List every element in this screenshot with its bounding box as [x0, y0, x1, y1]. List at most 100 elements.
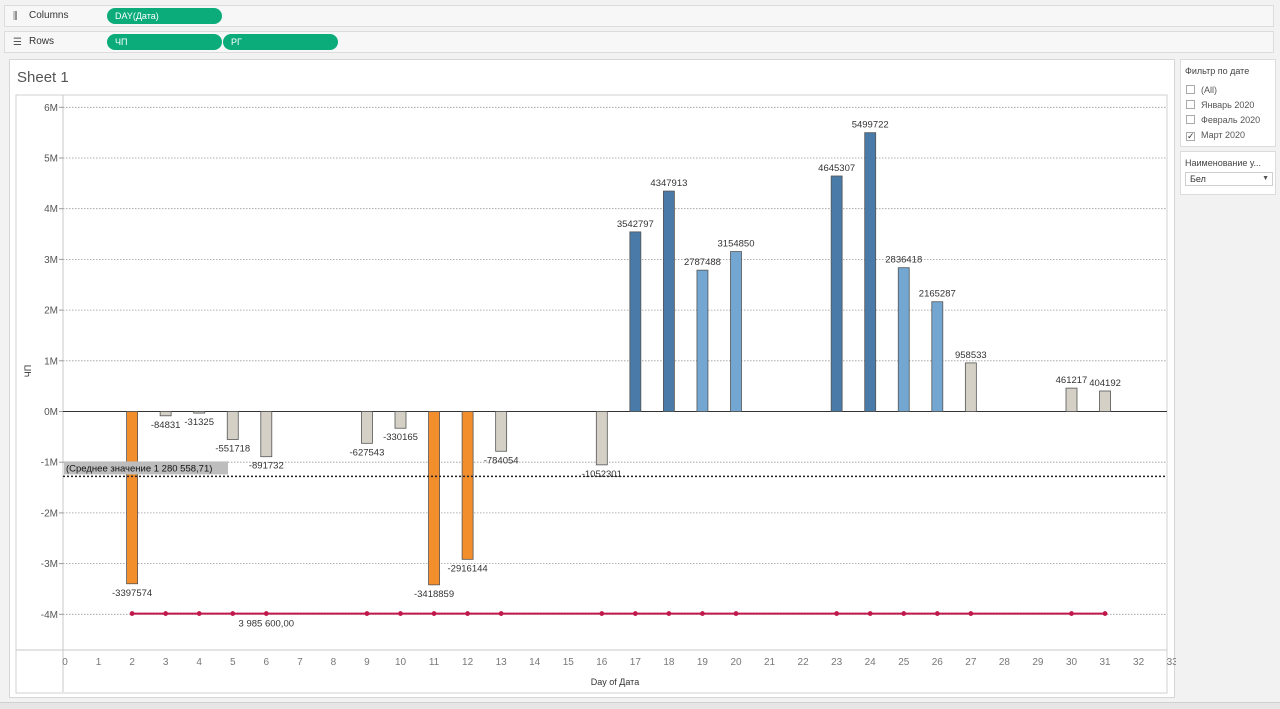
rg-point [632, 611, 638, 616]
bar [1099, 390, 1111, 412]
name-filter-value: Бел [1190, 174, 1206, 184]
x-tick-label: 9 [364, 657, 370, 668]
bar [864, 132, 877, 412]
x-tick-label: 11 [429, 657, 440, 668]
y-tick-label: -2M [41, 508, 58, 519]
rg-point [1102, 611, 1108, 616]
x-tick-label: 20 [730, 657, 742, 668]
name-filter-dropdown[interactable]: Бел ▼ [1185, 172, 1273, 186]
bar-label: 5499722 [852, 120, 889, 131]
filter-item-feb[interactable]: Февраль 2020 [1186, 115, 1260, 127]
bar [663, 190, 675, 412]
date-filter-title: Фильтр по дате [1185, 66, 1250, 76]
date-filter-card: Фильтр по дате (All) Январь 2020 Февраль… [1180, 59, 1276, 147]
rows-shelf: ☰ Rows ЧП РГ [4, 31, 1274, 53]
x-tick-label: 16 [596, 657, 608, 668]
bar-label: 2787488 [684, 257, 721, 268]
checkbox-icon[interactable] [1186, 100, 1195, 109]
rg-point [666, 611, 672, 616]
rg-point [431, 611, 437, 616]
bar [830, 175, 843, 412]
rows-pill-chp[interactable]: ЧП [107, 34, 222, 50]
rg-point [129, 611, 135, 616]
checkbox-icon[interactable] [1186, 115, 1195, 124]
average-label: (Среднее значение 1 280 558,71) [66, 463, 212, 474]
bar [361, 411, 373, 444]
bar-label: -784054 [484, 455, 519, 466]
x-tick-label: 25 [898, 657, 910, 668]
checkbox-icon[interactable] [1186, 85, 1195, 94]
bar-label: -3397574 [112, 588, 152, 599]
x-tick-label: 2 [129, 657, 135, 668]
x-tick-label: 6 [264, 657, 270, 668]
bar-label: -891732 [249, 461, 284, 472]
rows-icon: ☰ [13, 37, 22, 48]
x-tick-label: 22 [798, 657, 810, 668]
filter-item-all[interactable]: (All) [1186, 85, 1217, 97]
bar-label: -1052301 [582, 469, 622, 480]
y-tick-label: 2M [44, 306, 58, 317]
bar [260, 411, 273, 458]
filter-item-mar[interactable]: ✓ Март 2020 [1186, 130, 1246, 141]
rg-point [230, 611, 236, 616]
rg-point [968, 611, 974, 616]
bar-label: 2836418 [885, 255, 922, 266]
bar-label: 461217 [1056, 375, 1088, 386]
x-tick-label: 17 [630, 657, 642, 668]
bar [226, 411, 239, 440]
x-tick-label: 12 [462, 657, 474, 668]
x-tick-label: 32 [1133, 657, 1145, 668]
rg-point [700, 611, 705, 616]
x-tick-label: 28 [999, 657, 1011, 668]
x-tick-label: 1 [96, 657, 102, 668]
x-tick-label: 14 [529, 657, 541, 668]
name-filter-card: Наименование у... Бел ▼ [1180, 151, 1276, 195]
rg-point [733, 611, 739, 616]
y-tick-label: -1M [41, 458, 58, 469]
x-tick-label: 13 [496, 657, 508, 668]
rows-pill-rg[interactable]: РГ [223, 34, 338, 50]
chevron-down-icon[interactable]: ▼ [1262, 175, 1269, 182]
bar-label: -31325 [184, 417, 214, 428]
bottom-tab-bar [0, 702, 1280, 709]
y-tick-label: 6M [44, 103, 58, 114]
bar-label: 3154850 [718, 239, 755, 250]
x-tick-label: 23 [831, 657, 843, 668]
x-tick-label: 30 [1066, 657, 1078, 668]
bar [629, 231, 642, 412]
x-tick-label: 18 [663, 657, 675, 668]
y-tick-label: -3M [41, 559, 58, 570]
rg-point [498, 611, 504, 616]
columns-pill-day[interactable]: DAY(Дата) [107, 8, 222, 24]
rg-point [364, 611, 370, 616]
x-tick-label: 10 [395, 657, 407, 668]
x-tick-label: 3 [163, 657, 169, 668]
bar-label: 958533 [955, 350, 987, 361]
name-filter-title: Наименование у... [1185, 158, 1261, 168]
rg-point [163, 611, 169, 616]
rows-label: Rows [29, 36, 55, 47]
bar-label: -2916144 [448, 563, 488, 574]
bar [696, 269, 709, 412]
bar [159, 411, 172, 417]
bar [964, 362, 977, 412]
y-tick-label: 5M [44, 154, 58, 165]
x-tick-label: 5 [230, 657, 236, 668]
checkbox-checked-icon[interactable]: ✓ [1186, 131, 1195, 141]
bar [394, 411, 407, 429]
rg-point [196, 611, 202, 616]
rg-point [465, 611, 470, 616]
rg-point [263, 611, 269, 616]
bar-label: -551718 [215, 443, 250, 454]
y-tick-label: 3M [44, 255, 58, 266]
rg-point [398, 611, 403, 616]
filter-item-jan[interactable]: Январь 2020 [1186, 100, 1254, 112]
bar [931, 301, 944, 412]
bar [126, 411, 138, 585]
x-tick-label: 15 [563, 657, 575, 668]
x-tick-label: 7 [297, 657, 303, 668]
bar-label: 3542797 [617, 219, 654, 230]
x-tick-label: 21 [764, 657, 776, 668]
x-tick-label: 4 [196, 657, 202, 668]
